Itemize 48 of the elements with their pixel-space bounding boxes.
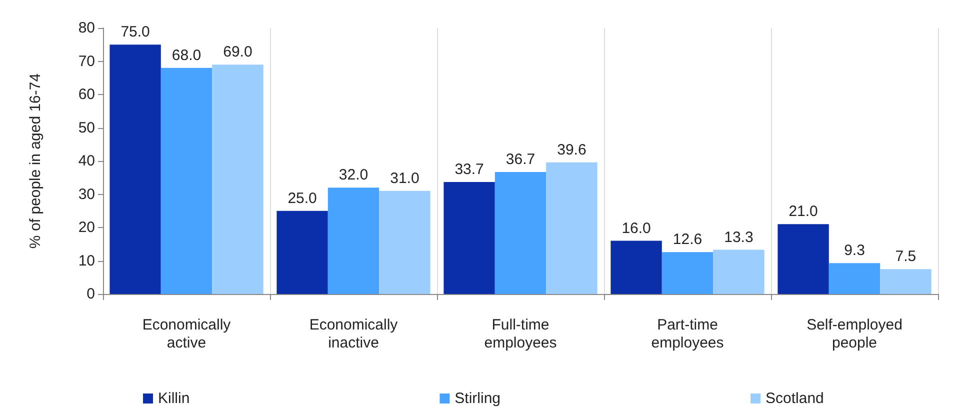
data-label: 16.0	[622, 220, 651, 237]
data-label: 32.0	[338, 166, 368, 184]
legend-label: Killin	[158, 390, 190, 407]
y-tick-label: 30	[78, 186, 95, 203]
y-tick-label: 10	[78, 252, 95, 270]
data-label: 25.0	[288, 190, 317, 207]
bar	[778, 224, 829, 294]
data-label: 12.6	[672, 231, 702, 248]
bar	[880, 269, 932, 294]
data-label: 7.5	[895, 248, 916, 266]
bar	[610, 240, 662, 294]
y-tick-label: 70	[78, 52, 95, 70]
data-label: 39.6	[557, 141, 586, 158]
bar	[713, 250, 764, 294]
data-label: 31.0	[390, 170, 420, 187]
data-label: 36.7	[506, 150, 536, 168]
bar	[662, 252, 714, 294]
data-label: 33.7	[454, 160, 484, 178]
y-tick-label: 0	[86, 286, 95, 302]
y-tick-label: 60	[78, 86, 95, 103]
bar	[494, 172, 546, 294]
y-tick-label: 80	[78, 20, 95, 36]
bar	[444, 182, 495, 294]
data-label: 69.0	[223, 44, 252, 61]
x-tick-label: Economically inactive	[309, 316, 398, 352]
data-label: 21.0	[788, 203, 818, 220]
bar	[828, 263, 880, 294]
x-tick-label: Self-employed people	[806, 316, 902, 352]
x-tick-label: Part-time employees	[651, 316, 724, 352]
data-label: 68.0	[172, 46, 202, 64]
legend-label: Stirling	[454, 390, 501, 407]
bar	[328, 188, 380, 294]
bar	[160, 68, 212, 294]
data-label: 9.3	[844, 242, 865, 260]
x-tick-label: Full-time employees	[484, 316, 557, 352]
bar	[379, 190, 430, 294]
bar	[212, 64, 264, 294]
bar	[110, 44, 161, 294]
data-label: 75.0	[120, 24, 150, 41]
y-tick-label: 20	[78, 219, 95, 236]
y-axis-title: % of people in aged 16-74	[27, 73, 44, 249]
y-tick-label: 40	[78, 152, 95, 170]
x-tick-label: Economically active	[142, 316, 232, 352]
data-label: 13.3	[724, 228, 754, 246]
bar	[546, 162, 598, 294]
bar	[276, 210, 328, 294]
y-tick-label: 50	[78, 119, 95, 136]
legend-label: Scotland	[766, 390, 824, 407]
